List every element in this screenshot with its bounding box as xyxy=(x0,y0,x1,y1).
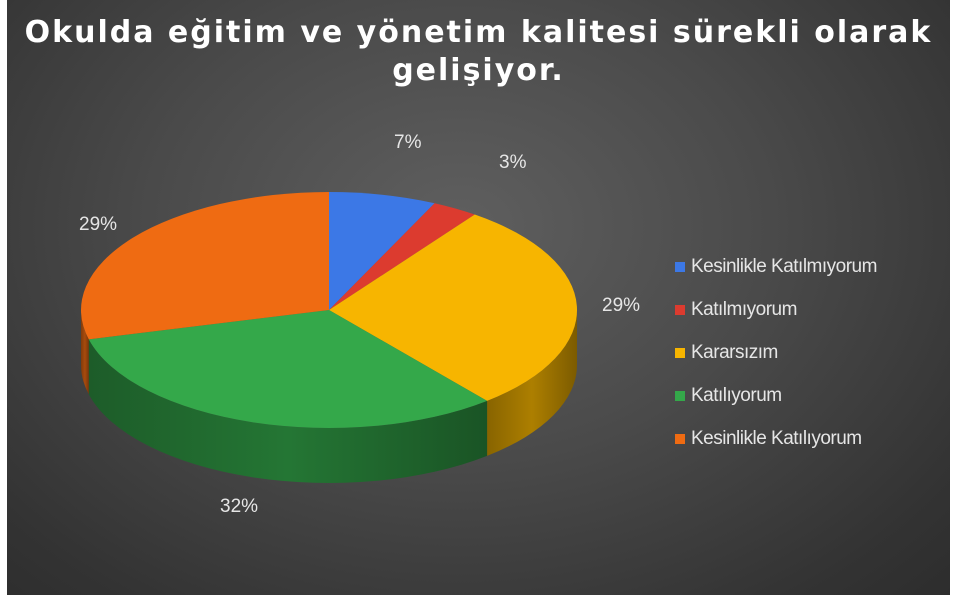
pie-slice-3 xyxy=(88,310,488,428)
legend-item: Kesinlikle Katılıyorum xyxy=(675,417,877,460)
legend-item: Katılıyorum xyxy=(675,374,877,417)
pie-chart xyxy=(80,192,577,483)
pie-slice-2 xyxy=(329,214,577,401)
data-label-2: 29% xyxy=(602,295,641,316)
pie-slice-1 xyxy=(329,203,475,310)
legend-swatch xyxy=(675,304,685,315)
pie-side-4 xyxy=(81,310,89,395)
pie-side-2 xyxy=(487,310,577,456)
chart-title: Okulda eğitim ve yönetim kalitesi sürekl… xyxy=(24,15,933,88)
legend-swatch xyxy=(675,390,685,401)
legend-swatch xyxy=(675,433,685,444)
data-label-4: 29% xyxy=(79,214,118,235)
legend-swatch xyxy=(675,347,685,358)
legend-label: Katılmıyorum xyxy=(691,298,797,320)
legend-label: Kesinlikle Katılıyorum xyxy=(691,427,862,449)
pie-slice-4 xyxy=(80,192,329,340)
legend-item: Kesinlikle Katılmıyorum xyxy=(675,245,877,288)
pie-top xyxy=(80,192,577,428)
data-label-3: 32% xyxy=(220,496,259,517)
data-label-1: 3% xyxy=(499,152,527,173)
legend-label: Katılıyorum xyxy=(691,384,782,406)
legend: Kesinlikle Katılmıyorum Katılmıyorum Karar… xyxy=(675,245,877,460)
legend-label: Kesinlikle Katılmıyorum xyxy=(691,255,877,277)
pie-side-3 xyxy=(88,339,488,483)
legend-swatch xyxy=(675,261,685,272)
legend-item: Katılmıyorum xyxy=(675,288,877,331)
chart-area: Okulda eğitim ve yönetim kalitesi sürekl… xyxy=(7,0,950,595)
legend-label: Kararsızım xyxy=(691,341,778,363)
pie-sides xyxy=(81,310,577,483)
data-label-0: 7% xyxy=(394,132,422,153)
pie-slice-0 xyxy=(329,192,435,310)
legend-item: Kararsızım xyxy=(675,331,877,374)
